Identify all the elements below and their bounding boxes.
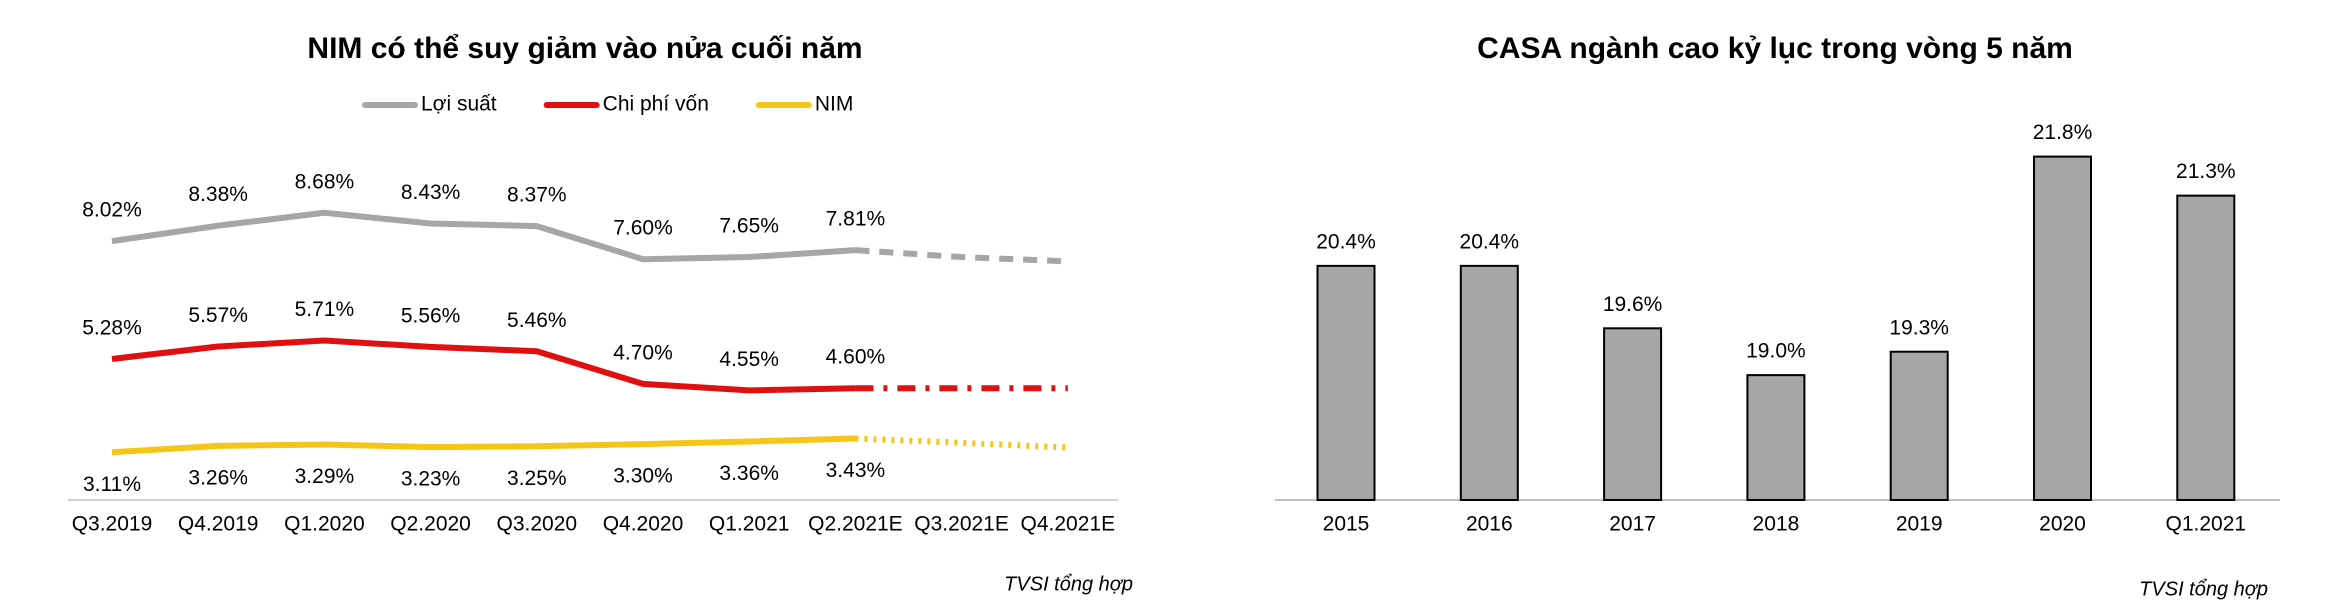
bar	[2033, 155, 2092, 501]
data-label: 21.3%	[2176, 160, 2236, 183]
data-label: 8.43%	[401, 181, 461, 204]
x-tick-label: 2020	[2039, 513, 2086, 536]
data-label: 8.38%	[188, 183, 248, 206]
source: TVSI tổng hợp	[1004, 573, 1133, 595]
line	[111, 209, 856, 263]
data-label: 3.25%	[507, 467, 567, 490]
bar	[1603, 327, 1663, 501]
x-tick-label: Q3.2021E	[914, 513, 1009, 536]
bar	[1889, 350, 1949, 501]
bar	[2176, 194, 2236, 501]
data-label: 20.4%	[1460, 230, 1520, 253]
x-tick-label: 2015	[1323, 513, 1370, 536]
x-tick-label: 2016	[1466, 513, 1513, 536]
x-tick-label: Q2.2020	[390, 513, 471, 536]
x-tick-label: Q4.2020	[603, 513, 684, 536]
data-label: 5.71%	[295, 298, 355, 321]
legend-label: Lợi suất	[421, 93, 497, 116]
legend-label: Chi phí vốn	[603, 93, 709, 116]
data-label: 3.36%	[719, 462, 779, 485]
x-tick-label: Q1.2021	[2166, 513, 2247, 536]
data-label: 8.02%	[82, 199, 142, 222]
data-label: 5.57%	[188, 304, 248, 327]
bar	[1746, 374, 1806, 501]
legend-label: NIM	[815, 93, 854, 116]
data-label: 3.29%	[295, 465, 355, 488]
chart-title: NIM có thể suy giảm vào nửa cuối năm	[307, 32, 862, 65]
line	[111, 337, 856, 394]
projected-line	[855, 247, 1068, 265]
data-label: 19.0%	[1746, 340, 1806, 363]
data-label: 7.60%	[613, 217, 673, 240]
data-label: 21.8%	[2033, 121, 2093, 144]
data-label: 8.68%	[295, 170, 355, 193]
source: TVSI tổng hợp	[2139, 578, 2268, 600]
bar	[1459, 264, 1519, 501]
data-label: 19.3%	[1889, 316, 1949, 339]
data-label: 3.43%	[826, 459, 886, 482]
x-tick-label: Q3.2019	[72, 513, 153, 536]
data-label: 4.70%	[613, 341, 673, 364]
line	[111, 435, 856, 456]
x-tick-label: 2018	[1753, 513, 1800, 536]
chart-title: CASA ngành cao kỷ lục trong vòng 5 năm	[1477, 32, 2073, 65]
x-tick-label: 2019	[1896, 513, 1943, 536]
data-label: 7.81%	[826, 208, 886, 231]
data-label: 3.26%	[188, 466, 248, 489]
x-tick-label: Q1.2020	[284, 513, 365, 536]
data-label: 7.65%	[719, 215, 779, 238]
x-tick-label: 2017	[1609, 513, 1656, 536]
data-label: 8.37%	[507, 184, 567, 207]
data-label: 19.6%	[1603, 293, 1663, 316]
x-tick-label: Q1.2021	[709, 513, 790, 536]
data-label: 4.55%	[719, 348, 779, 371]
data-label: 20.4%	[1316, 230, 1376, 253]
data-label: 3.30%	[613, 465, 673, 488]
data-label: 5.46%	[507, 309, 567, 332]
data-label: 4.60%	[826, 346, 886, 369]
x-tick-label: Q3.2020	[497, 513, 578, 536]
data-label: 3.11%	[83, 473, 141, 496]
x-tick-label: Q4.2019	[178, 513, 259, 536]
data-label: 3.23%	[401, 468, 461, 491]
x-tick-label: Q2.2021E	[808, 513, 903, 536]
data-label: 5.56%	[401, 304, 461, 327]
bar	[1316, 264, 1376, 501]
x-tick-label: Q4.2021E	[1021, 513, 1116, 536]
projected-line	[855, 435, 1068, 451]
data-label: 5.28%	[82, 317, 142, 340]
